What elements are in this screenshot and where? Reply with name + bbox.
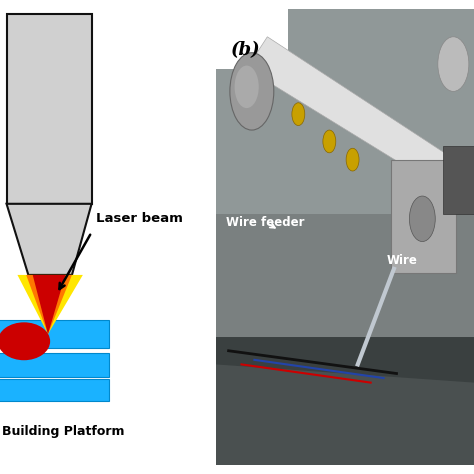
Text: Laser beam: Laser beam xyxy=(96,211,183,225)
Circle shape xyxy=(438,37,469,91)
Bar xyxy=(0,379,109,401)
Text: Wire feeder: Wire feeder xyxy=(226,216,304,228)
Circle shape xyxy=(230,53,274,130)
Text: Wire: Wire xyxy=(386,255,417,267)
Bar xyxy=(0,353,109,377)
Circle shape xyxy=(346,148,359,171)
Bar xyxy=(0,320,109,348)
Polygon shape xyxy=(246,37,469,201)
Bar xyxy=(216,337,474,465)
Bar xyxy=(216,9,474,214)
Polygon shape xyxy=(18,275,83,334)
Circle shape xyxy=(323,130,336,153)
Circle shape xyxy=(292,103,305,126)
Polygon shape xyxy=(7,204,91,275)
Polygon shape xyxy=(26,275,72,334)
Ellipse shape xyxy=(0,322,50,360)
Text: (b): (b) xyxy=(231,41,261,59)
Polygon shape xyxy=(33,275,65,334)
Circle shape xyxy=(235,65,259,108)
Circle shape xyxy=(410,196,435,242)
Text: Building Platform: Building Platform xyxy=(2,425,125,438)
Bar xyxy=(7,14,91,204)
Bar xyxy=(443,146,474,214)
Polygon shape xyxy=(216,337,474,383)
Bar xyxy=(392,160,456,273)
Bar xyxy=(216,9,288,69)
